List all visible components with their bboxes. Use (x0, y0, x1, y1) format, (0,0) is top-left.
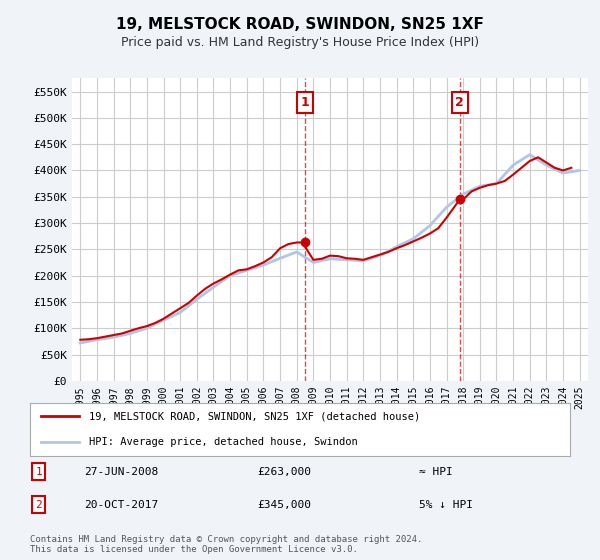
Text: £345,000: £345,000 (257, 500, 311, 510)
Text: 1: 1 (301, 96, 309, 109)
Text: 19, MELSTOCK ROAD, SWINDON, SN25 1XF (detached house): 19, MELSTOCK ROAD, SWINDON, SN25 1XF (de… (89, 412, 421, 422)
Text: Price paid vs. HM Land Registry's House Price Index (HPI): Price paid vs. HM Land Registry's House … (121, 36, 479, 49)
Text: 20-OCT-2017: 20-OCT-2017 (84, 500, 158, 510)
Text: 2: 2 (455, 96, 464, 109)
Text: 19, MELSTOCK ROAD, SWINDON, SN25 1XF: 19, MELSTOCK ROAD, SWINDON, SN25 1XF (116, 17, 484, 32)
Text: HPI: Average price, detached house, Swindon: HPI: Average price, detached house, Swin… (89, 436, 358, 446)
Text: £263,000: £263,000 (257, 467, 311, 477)
Text: 2: 2 (35, 500, 42, 510)
Text: 5% ↓ HPI: 5% ↓ HPI (419, 500, 473, 510)
Text: ≈ HPI: ≈ HPI (419, 467, 452, 477)
Text: 1: 1 (35, 467, 42, 477)
Text: 27-JUN-2008: 27-JUN-2008 (84, 467, 158, 477)
Text: Contains HM Land Registry data © Crown copyright and database right 2024.
This d: Contains HM Land Registry data © Crown c… (30, 535, 422, 554)
